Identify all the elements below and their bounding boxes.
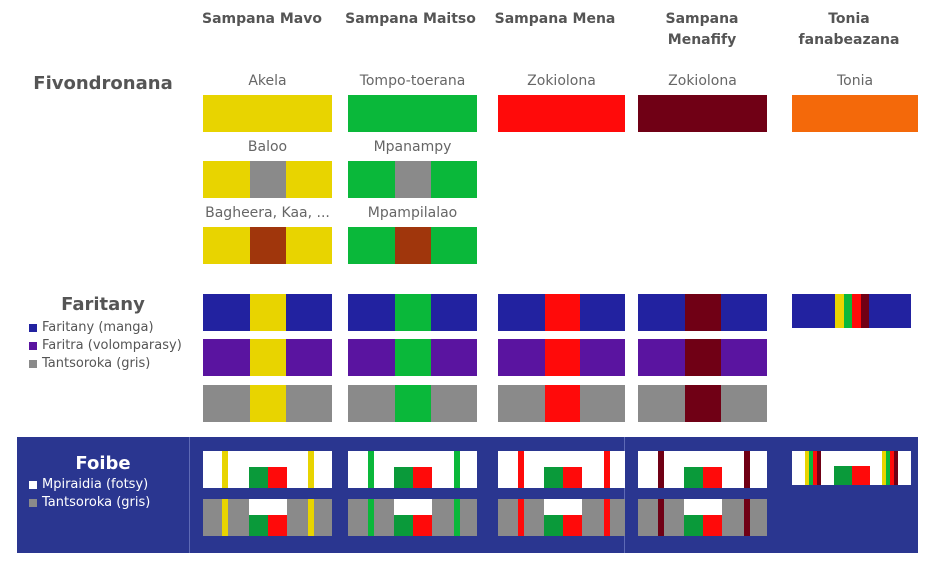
flag-faritany-maitso	[348, 294, 477, 331]
flag-faritra-mena	[498, 339, 625, 376]
legend-faritany-manga: Faritany (manga)	[29, 320, 154, 335]
label-zokiolona-menafify: Zokiolona	[668, 73, 737, 89]
label-tonia: Tonia	[836, 73, 874, 89]
fivondronana-title: Fivondronana	[33, 73, 173, 94]
flag-zokiolona-menafify	[638, 95, 767, 132]
column-header-mavo: Sampana Mavo	[202, 11, 322, 27]
flag-faritra-mavo	[203, 339, 332, 376]
flag-foibe-gris-mena	[498, 499, 625, 536]
flag-akela	[203, 95, 332, 132]
flag-tantsoroka-maitso	[348, 385, 477, 422]
flag-foibe-fotsy-mena	[498, 451, 625, 488]
flag-bagheera	[203, 227, 332, 264]
flag-foibe-gris-maitso	[348, 499, 477, 536]
legend-foibe-tantsoroka-gris: Tantsoroka (gris)	[29, 495, 150, 510]
column-header-mena: Sampana Mena	[494, 11, 616, 27]
legend-swatch-manga	[29, 323, 37, 332]
foibe-divider-mid	[624, 437, 625, 553]
flag-faritany-tonia	[792, 294, 911, 328]
flag-tantsoroka-mena	[498, 385, 625, 422]
flag-foibe-fotsy-mavo	[203, 451, 332, 488]
legend-swatch-volomparasy	[29, 341, 37, 350]
column-header-tonia: Tonia fanabeazana	[798, 11, 900, 48]
legend-swatch-gris	[29, 359, 37, 368]
flag-foibe-fotsy-menafify	[638, 451, 767, 488]
legend-swatch-fotsy	[29, 480, 37, 489]
legend-faritra-volomparasy: Faritra (volomparasy)	[29, 338, 182, 353]
column-header-maitso: Sampana Maitso	[345, 11, 476, 27]
flag-tonia	[792, 95, 918, 132]
foibe-title: Foibe	[75, 453, 131, 474]
flag-mpanampy	[348, 161, 477, 198]
flag-faritra-menafify	[638, 339, 767, 376]
legend-mpiraidia-fotsy: Mpiraidia (fotsy)	[29, 477, 148, 492]
flag-tantsoroka-mavo	[203, 385, 332, 422]
label-akela: Akela	[248, 73, 287, 89]
label-mpampilalao: Mpampilalao	[367, 205, 458, 221]
flag-foibe-fotsy-tonia	[792, 451, 911, 485]
flag-zokiolona-mena	[498, 95, 625, 132]
column-header-menafify: Sampana Menafify	[665, 11, 739, 48]
flag-mpampilalao	[348, 227, 477, 264]
label-bagheera: Bagheera, Kaa, ...	[205, 205, 330, 221]
foibe-divider-left	[189, 437, 190, 553]
label-tompo-toerana: Tompo-toerana	[359, 73, 466, 89]
flag-faritra-maitso	[348, 339, 477, 376]
flag-faritany-menafify	[638, 294, 767, 331]
flag-foibe-gris-mavo	[203, 499, 332, 536]
flag-foibe-fotsy-maitso	[348, 451, 477, 488]
legend-tantsoroka-gris: Tantsoroka (gris)	[29, 356, 150, 371]
flag-foibe-gris-menafify	[638, 499, 767, 536]
legend-swatch-foibe-gris	[29, 498, 37, 507]
faritany-title: Faritany	[61, 294, 145, 315]
label-baloo: Baloo	[247, 139, 288, 155]
flag-baloo	[203, 161, 332, 198]
flag-faritany-mavo	[203, 294, 332, 331]
flag-tompo-toerana	[348, 95, 477, 132]
flag-faritany-mena	[498, 294, 625, 331]
label-zokiolona-mena: Zokiolona	[527, 73, 596, 89]
label-mpanampy: Mpanampy	[373, 139, 452, 155]
flag-tantsoroka-menafify	[638, 385, 767, 422]
